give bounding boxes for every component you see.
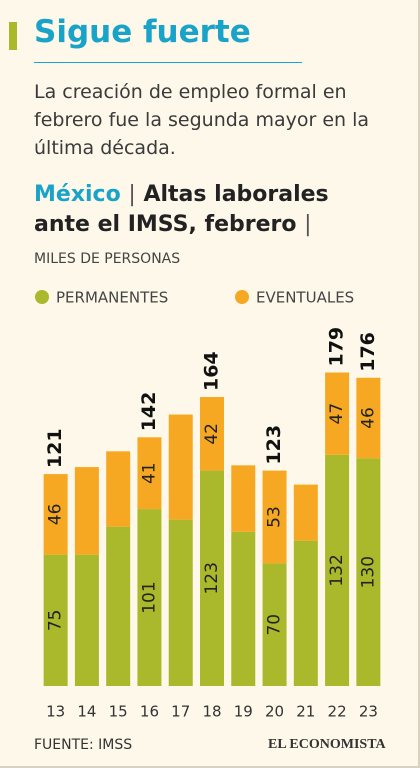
title: Sigue fuerte (34, 14, 251, 50)
bar-segment (74, 467, 99, 555)
source: FUENTE: IMSS (34, 737, 132, 753)
segment-label: 123 (202, 562, 222, 594)
bar-segment (168, 414, 193, 520)
total-label: 123 (263, 425, 285, 465)
legend-swatch (35, 290, 49, 304)
total-label: 176 (357, 332, 379, 372)
bar-segment (200, 470, 224, 686)
x-tick-label: 18 (202, 703, 221, 721)
bar-segment (106, 451, 131, 527)
legend-label: EVENTUALES (256, 289, 354, 307)
total-label: 121 (44, 428, 66, 468)
segment-label: 53 (265, 506, 285, 528)
legend-swatch (235, 290, 249, 304)
bar-segment (231, 531, 256, 686)
segment-label: 101 (139, 581, 159, 613)
bar-segment (325, 372, 350, 455)
heading-text: Altas laborales ante el IMSS, febrero (34, 182, 329, 237)
legend-label: PERMANENTES (56, 289, 168, 307)
bar-segment (262, 470, 287, 564)
chart-heading: México | Altas laborales ante el IMSS, f… (34, 180, 354, 240)
x-tick-label: 14 (77, 703, 96, 721)
x-tick-label: 15 (109, 703, 128, 721)
total-label: 142 (138, 392, 160, 432)
bar-segment (293, 540, 318, 686)
bar-segment (74, 554, 99, 686)
bar-segment (43, 474, 68, 555)
x-tick-label: 16 (140, 703, 159, 721)
x-tick-label: 13 (46, 703, 65, 721)
x-tick-label: 20 (265, 703, 284, 721)
y-axis-label: MILES DE PERSONAS (34, 251, 180, 267)
brand: EL ECONOMISTA (268, 737, 386, 752)
segment-label: 47 (327, 403, 347, 425)
bar-segment (168, 519, 193, 686)
bar-segment (356, 458, 381, 686)
title-rule (34, 62, 302, 63)
bar-segment (262, 563, 287, 686)
segment-label: 42 (202, 423, 222, 445)
x-tick-label: 23 (359, 703, 378, 721)
x-tick-label: 22 (328, 703, 347, 721)
segment-label: 132 (327, 554, 347, 586)
place: México (34, 182, 121, 207)
total-label: 164 (201, 351, 223, 391)
bar-segment (137, 509, 162, 686)
bar-segment (231, 465, 256, 532)
bar-segment (106, 526, 131, 686)
bar-segment (137, 437, 162, 510)
title-marker (9, 22, 17, 50)
x-tick-label: 19 (234, 703, 253, 721)
x-tick-label: 21 (296, 703, 315, 721)
segment-label: 130 (358, 556, 378, 588)
bar-segment (325, 454, 350, 686)
total-label: 179 (326, 327, 348, 367)
x-tick-label: 17 (171, 703, 190, 721)
separator: | (128, 182, 136, 207)
segment-label: 70 (265, 614, 285, 636)
segment-label: 41 (139, 462, 159, 484)
bar-segment (43, 554, 68, 686)
separator: | (304, 212, 312, 237)
bar-segment (293, 484, 318, 541)
segment-label: 46 (358, 407, 378, 429)
bar-segment (356, 377, 381, 459)
segment-label: 75 (46, 610, 66, 632)
segment-label: 46 (46, 504, 66, 526)
bar-segment (200, 397, 224, 471)
subtitle: La creación de empleo formal en febrero … (34, 81, 370, 159)
